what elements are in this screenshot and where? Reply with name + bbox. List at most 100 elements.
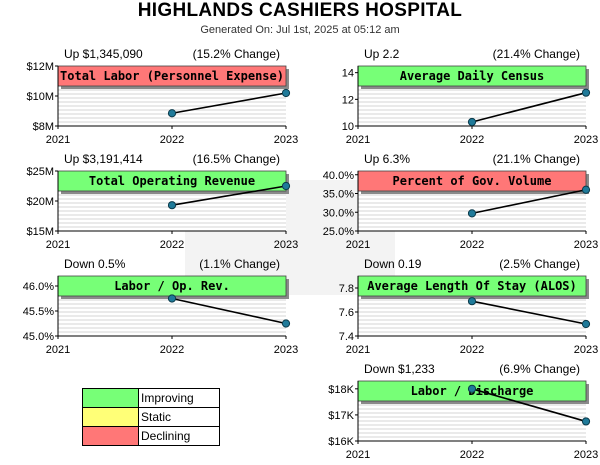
y-tick-label: $20M bbox=[26, 196, 54, 208]
y-tick-label: 12 bbox=[342, 94, 354, 106]
y-tick-label: 30.0% bbox=[323, 207, 354, 219]
series-line bbox=[471, 388, 587, 423]
data-point bbox=[581, 417, 591, 426]
y-tick-label: $25M bbox=[26, 166, 54, 178]
data-point bbox=[467, 117, 477, 127]
y-tick-label: 25.0% bbox=[323, 226, 354, 238]
y-tick-label: $8M bbox=[33, 121, 54, 133]
x-tick-label: 2022 bbox=[460, 239, 484, 251]
x-tick-label: 2022 bbox=[460, 344, 484, 356]
data-point bbox=[281, 181, 291, 191]
legend-item-static: Static bbox=[83, 408, 219, 427]
legend-label-static: Static bbox=[141, 410, 172, 424]
x-tick-label: 2021 bbox=[346, 344, 370, 356]
x-tick-label: 2022 bbox=[460, 134, 484, 146]
status-legend: Improving Static Declining bbox=[82, 388, 220, 446]
generated-timestamp: Generated On: Jul 1st, 2025 at 05:12 am bbox=[200, 24, 400, 36]
chart-change: (2.5% Change) bbox=[499, 257, 580, 271]
data-point bbox=[167, 109, 177, 118]
kpi-chart-3: Up $3,191,414 (16.5% Change) Total Operati… bbox=[26, 152, 298, 251]
series-line bbox=[471, 188, 587, 215]
x-tick-label: 2023 bbox=[574, 134, 598, 146]
y-tick-label: 14 bbox=[342, 68, 354, 80]
x-tick-label: 2021 bbox=[46, 239, 70, 251]
chart-title: Percent of Gov. Volume bbox=[393, 174, 552, 188]
kpi-chart-2: Up 2.2 (21.4% Change) Average Daily Census… bbox=[342, 47, 598, 146]
chart-change: (1.1% Change) bbox=[199, 257, 280, 271]
kpi-chart-7: Down $1,233 (6.9% Change)Labor / Discharg… bbox=[328, 362, 598, 461]
x-tick-label: 2022 bbox=[160, 344, 184, 356]
series-line bbox=[171, 297, 287, 325]
y-tick-label: $15M bbox=[26, 226, 54, 238]
data-point bbox=[281, 88, 291, 98]
x-tick-label: 2023 bbox=[274, 344, 298, 356]
x-tick-label: 2023 bbox=[574, 239, 598, 251]
chart-title: Total Labor (Personnel Expense) bbox=[60, 69, 284, 83]
x-tick-label: 2021 bbox=[346, 449, 370, 461]
y-tick-label: 46.0% bbox=[23, 281, 54, 293]
kpi-chart-5: Down 0.5% (1.1% Change) Labor / Op. Rev. 45… bbox=[23, 257, 298, 356]
x-tick-label: 2023 bbox=[274, 134, 298, 146]
series-line bbox=[471, 91, 587, 123]
series-line bbox=[171, 92, 287, 115]
y-tick-label: 40.0% bbox=[323, 170, 354, 182]
x-tick-label: 2023 bbox=[574, 344, 598, 356]
chart-summary: Up $1,345,090 bbox=[64, 47, 143, 61]
y-tick-label: $16K bbox=[328, 436, 354, 448]
x-tick-label: 2023 bbox=[274, 239, 298, 251]
data-point bbox=[467, 297, 477, 306]
chart-change: (21.4% Change) bbox=[493, 47, 580, 61]
data-point bbox=[581, 88, 591, 97]
x-tick-label: 2022 bbox=[160, 134, 184, 146]
y-tick-label: 7.8 bbox=[339, 283, 354, 295]
data-point bbox=[467, 209, 477, 218]
chart-change: (15.2% Change) bbox=[193, 47, 280, 61]
y-tick-label: 7.6 bbox=[339, 307, 354, 319]
chart-summary: Down 0.5% bbox=[64, 257, 126, 271]
y-tick-label: $12M bbox=[26, 61, 54, 73]
x-tick-label: 2021 bbox=[346, 134, 370, 146]
chart-title: Total Operating Revenue bbox=[89, 174, 255, 188]
series-line bbox=[171, 185, 287, 206]
chart-summary: Up 2.2 bbox=[364, 47, 400, 61]
x-tick-label: 2023 bbox=[574, 449, 598, 461]
chart-title: Labor / Op. Rev. bbox=[114, 279, 230, 293]
legend-label-improving: Improving bbox=[141, 391, 194, 405]
chart-change: (16.5% Change) bbox=[193, 152, 280, 166]
kpi-chart-4: Up 6.3% (21.1% Change) Percent of Gov. Vol… bbox=[323, 152, 598, 251]
kpi-chart-1: Up $1,345,090 (15.2% Change) Total Labor (… bbox=[26, 47, 298, 146]
legend-swatch-static bbox=[83, 408, 139, 426]
x-tick-label: 2022 bbox=[160, 239, 184, 251]
y-tick-label: 35.0% bbox=[323, 189, 354, 201]
legend-item-improving: Improving bbox=[83, 389, 219, 408]
chart-summary: Down 0.19 bbox=[364, 257, 422, 271]
chart-title: Average Daily Census bbox=[400, 69, 545, 83]
data-point bbox=[167, 201, 177, 210]
legend-item-declining: Declining bbox=[83, 427, 219, 445]
y-tick-label: 7.4 bbox=[339, 331, 354, 343]
series-line bbox=[471, 300, 587, 325]
y-tick-label: $17K bbox=[328, 410, 354, 422]
chart-summary: Down $1,233 bbox=[364, 362, 435, 376]
y-tick-label: $10M bbox=[26, 91, 54, 103]
legend-swatch-declining bbox=[83, 427, 139, 445]
x-tick-label: 2021 bbox=[346, 239, 370, 251]
chart-title: Average Length Of Stay (ALOS) bbox=[367, 279, 577, 293]
legend-swatch-improving bbox=[83, 389, 139, 407]
data-point bbox=[581, 185, 591, 194]
chart-change: (6.9% Change) bbox=[499, 362, 580, 376]
data-point bbox=[581, 319, 591, 329]
y-tick-label: $18K bbox=[328, 384, 354, 396]
data-point bbox=[467, 384, 477, 393]
legend-label-declining: Declining bbox=[141, 429, 191, 443]
x-tick-label: 2021 bbox=[46, 134, 70, 146]
y-tick-label: 45.0% bbox=[23, 331, 54, 343]
chart-summary: Up $3,191,414 bbox=[64, 152, 143, 166]
chart-summary: Up 6.3% bbox=[364, 152, 410, 166]
report-title: HIGHLANDS CASHIERS HOSPITAL bbox=[137, 0, 463, 21]
chart-change: (21.1% Change) bbox=[493, 152, 580, 166]
x-tick-label: 2021 bbox=[46, 344, 70, 356]
y-tick-label: 10 bbox=[342, 121, 354, 133]
data-point bbox=[281, 319, 291, 328]
